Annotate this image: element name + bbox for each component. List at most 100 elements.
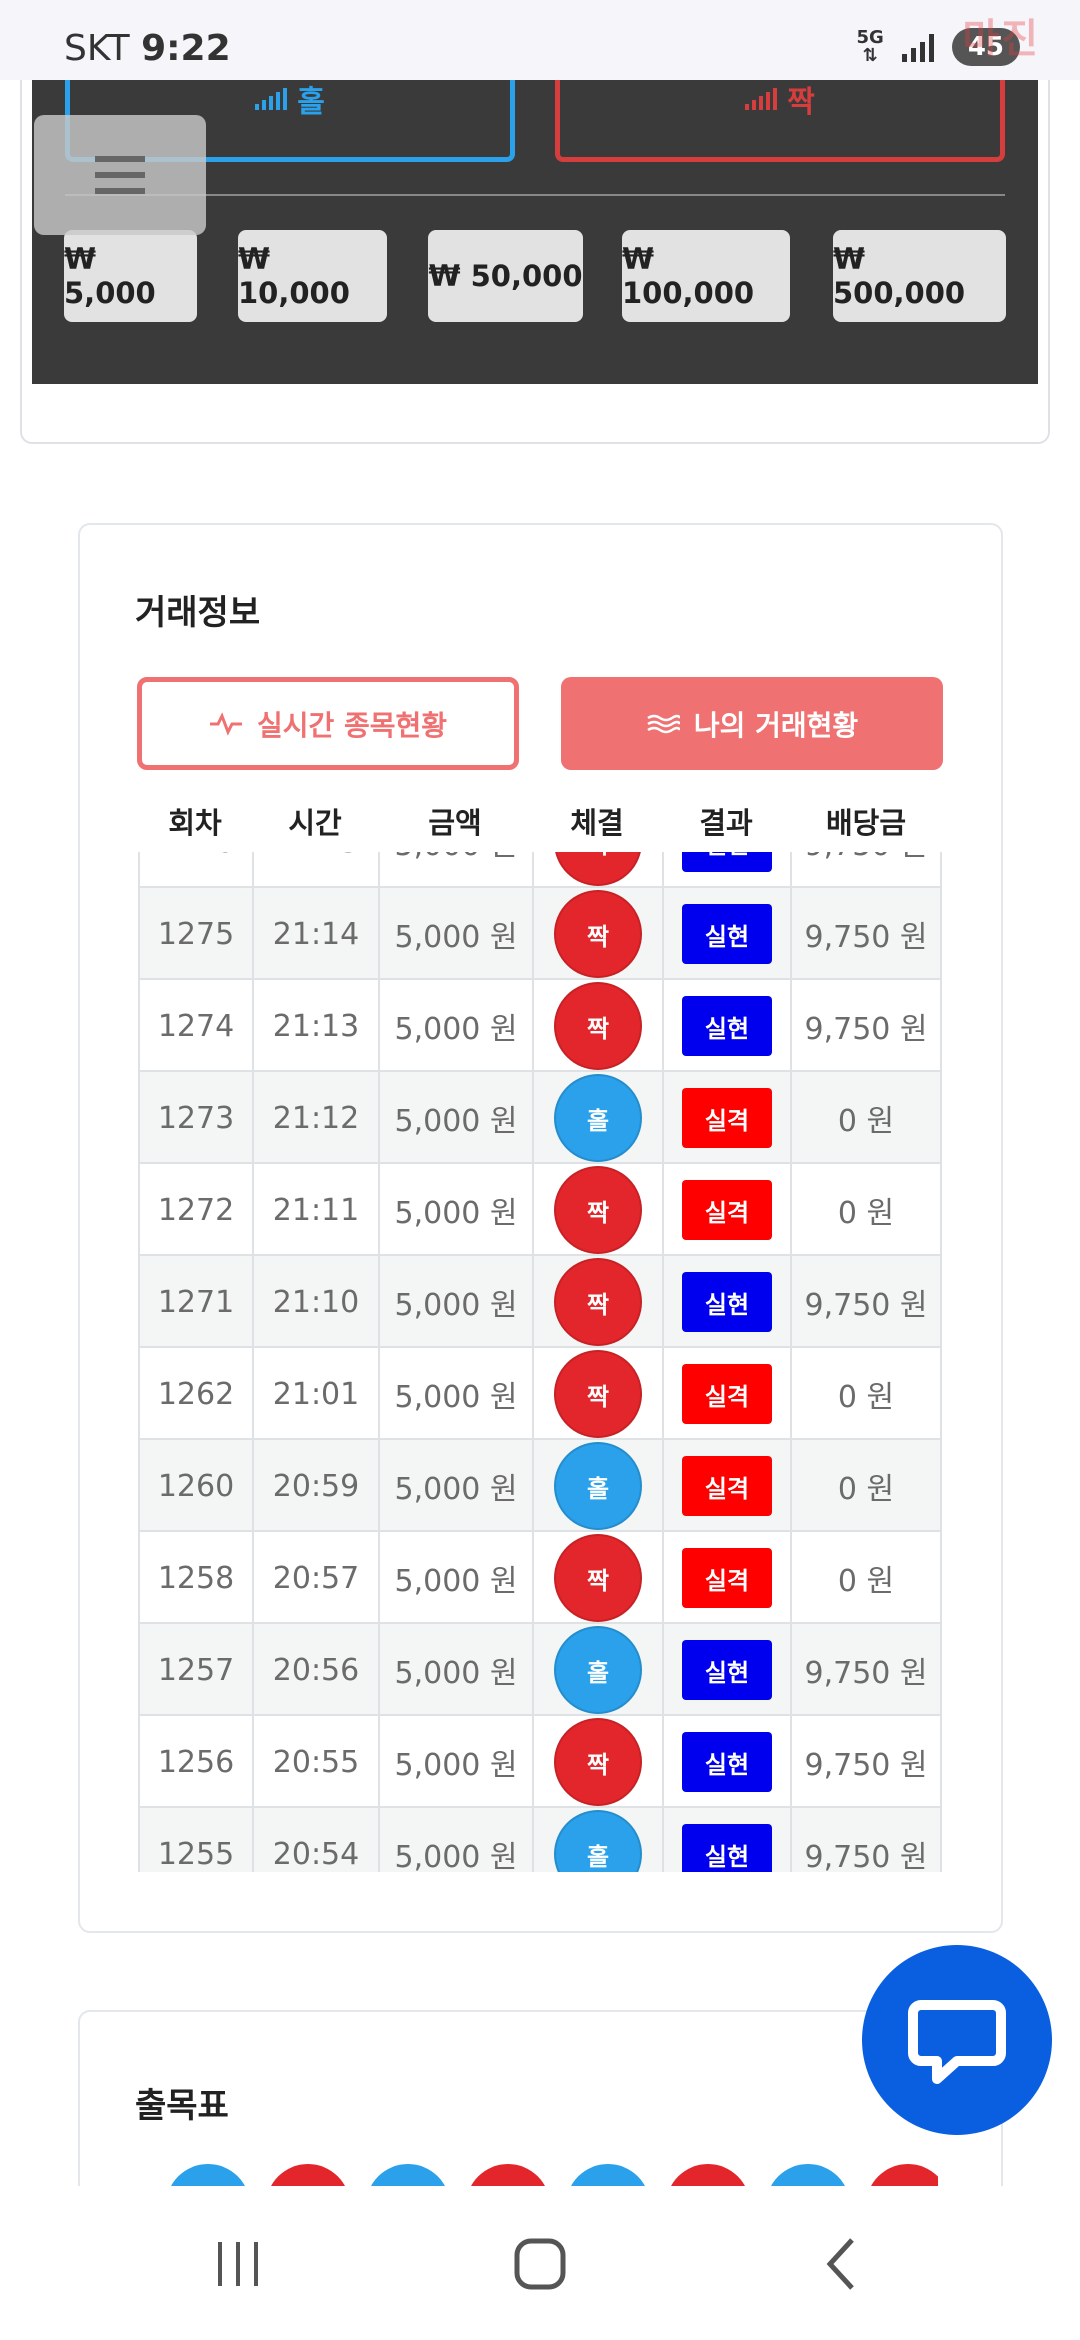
table-row: 1255 20:54 5,000 원 홀 실현 9,750 원 (138, 1808, 942, 1872)
result-cell: 실격 (662, 1440, 790, 1532)
amount-cell: 5,000 원 (378, 888, 532, 980)
chart-ball (766, 2164, 850, 2186)
col-payout: 배당금 (825, 806, 907, 840)
status-bar: SKT 9:22 5G ⇅ 45 (0, 0, 1080, 80)
time-cell: 21:15 (252, 852, 378, 888)
table-row: 1272 21:11 5,000 원 짝 실격 0 원 (138, 1164, 942, 1256)
result-cell: 실현 (662, 980, 790, 1072)
result-cell: 실현 (662, 1716, 790, 1808)
even-ball: 짝 (554, 1718, 642, 1806)
col-result: 결과 (699, 806, 753, 840)
result-badge: 실격 (682, 1180, 772, 1240)
result-badge: 실격 (682, 1548, 772, 1608)
time-cell: 21:14 (252, 888, 378, 980)
payout-cell: 9,750 원 (790, 1256, 942, 1348)
result-cell: 실격 (662, 1532, 790, 1624)
odd-ball: 홀 (554, 1626, 642, 1714)
time-cell: 21:11 (252, 1164, 378, 1256)
payout-cell: 9,750 원 (790, 980, 942, 1072)
amount-cell: 5,000 원 (378, 1348, 532, 1440)
time-cell: 20:55 (252, 1716, 378, 1808)
payout-cell: 9,750 원 (790, 852, 942, 888)
col-pick: 체결 (570, 806, 624, 840)
time-cell: 20:57 (252, 1532, 378, 1624)
time-cell: 20:56 (252, 1624, 378, 1716)
even-ball: 짝 (554, 982, 642, 1070)
payout-cell: 9,750 원 (790, 1716, 942, 1808)
pick-cell: 짝 (532, 1716, 662, 1808)
amount-cell: 5,000 원 (378, 1256, 532, 1348)
result-cell: 실현 (662, 1808, 790, 1872)
chip-5000[interactable]: ₩ 5,000 (64, 230, 197, 322)
status-icons: 5G ⇅ 45 (857, 28, 1020, 66)
tab-live-label: 실시간 종목현황 (256, 708, 448, 742)
chat-bubble-icon[interactable] (862, 1945, 1052, 2135)
result-cell: 실현 (662, 852, 790, 888)
home-icon[interactable] (500, 2224, 580, 2304)
payout-cell: 9,750 원 (790, 888, 942, 980)
odd-bet-button[interactable]: 홀 (65, 40, 515, 162)
pulse-icon (209, 711, 242, 736)
signal-bars-icon (745, 87, 778, 110)
pick-cell: 짝 (532, 980, 662, 1072)
chart-ball-row (138, 2164, 938, 2186)
payout-cell: 9,750 원 (790, 1808, 942, 1872)
table-row: 1273 21:12 5,000 원 홀 실격 0 원 (138, 1072, 942, 1164)
tab-my-trades[interactable]: 나의 거래현황 (561, 677, 943, 770)
carrier-label: SKT (64, 28, 130, 69)
table-header: 회차 시간 금액 체결 결과 배당금 (138, 800, 942, 850)
round-cell: 1260 (138, 1440, 252, 1532)
round-cell: 1273 (138, 1072, 252, 1164)
pick-cell: 홀 (532, 1624, 662, 1716)
trade-info-title: 거래정보 (135, 593, 261, 633)
result-badge: 실격 (682, 1456, 772, 1516)
hamburger-menu-icon[interactable] (34, 115, 206, 235)
chart-ball (866, 2164, 938, 2186)
result-badge: 실격 (682, 1088, 772, 1148)
amount-cell: 5,000 원 (378, 1072, 532, 1164)
chip-10000[interactable]: ₩ 10,000 (238, 230, 387, 322)
result-badge: 실현 (682, 1272, 772, 1332)
round-cell: 1255 (138, 1808, 252, 1872)
payout-cell: 0 원 (790, 1072, 942, 1164)
amount-cell: 5,000 원 (378, 1624, 532, 1716)
table-row: 1260 20:59 5,000 원 홀 실격 0 원 (138, 1440, 942, 1532)
col-time: 시간 (288, 806, 342, 840)
payout-cell: 0 원 (790, 1164, 942, 1256)
result-badge: 실현 (682, 1824, 772, 1872)
recent-apps-icon[interactable] (198, 2224, 278, 2304)
result-badge: 실격 (682, 1364, 772, 1424)
round-cell: 1276 (138, 852, 252, 888)
chip-row: ₩ 5,000 ₩ 10,000 ₩ 50,000 ₩ 100,000 ₩ 50… (0, 230, 1080, 322)
chip-50000[interactable]: ₩ 50,000 (428, 230, 583, 322)
chip-100000[interactable]: ₩ 100,000 (622, 230, 790, 322)
status-time: SKT 9:22 (64, 28, 231, 69)
waves-icon (647, 714, 680, 733)
amount-cell: 5,000 원 (378, 1164, 532, 1256)
table-row: 1256 20:55 5,000 원 짝 실현 9,750 원 (138, 1716, 942, 1808)
result-badge: 실현 (682, 1732, 772, 1792)
time-cell: 21:01 (252, 1348, 378, 1440)
round-cell: 1275 (138, 888, 252, 980)
tab-live-status[interactable]: 실시간 종목현황 (137, 677, 519, 770)
result-cell: 실현 (662, 1624, 790, 1716)
table-row: 1262 21:01 5,000 원 짝 실격 0 원 (138, 1348, 942, 1440)
odd-label: 홀 (297, 84, 325, 120)
even-ball: 짝 (554, 890, 642, 978)
chip-500000[interactable]: ₩ 500,000 (833, 230, 1006, 322)
even-ball: 짝 (554, 1166, 642, 1254)
pick-cell: 짝 (532, 888, 662, 980)
result-cell: 실격 (662, 1348, 790, 1440)
chart-ball (166, 2164, 250, 2186)
back-icon[interactable] (802, 2224, 882, 2304)
chart-ball (366, 2164, 450, 2186)
round-cell: 1256 (138, 1716, 252, 1808)
odd-ball: 홀 (554, 1074, 642, 1162)
amount-cell: 5,000 원 (378, 1716, 532, 1808)
table-row: 1274 21:13 5,000 원 짝 실현 9,750 원 (138, 980, 942, 1072)
even-bet-button[interactable]: 짝 (555, 40, 1005, 162)
table-row: 1275 21:14 5,000 원 짝 실현 9,750 원 (138, 888, 942, 980)
system-nav-bar (0, 2186, 1080, 2340)
odd-ball: 홀 (554, 1810, 642, 1872)
